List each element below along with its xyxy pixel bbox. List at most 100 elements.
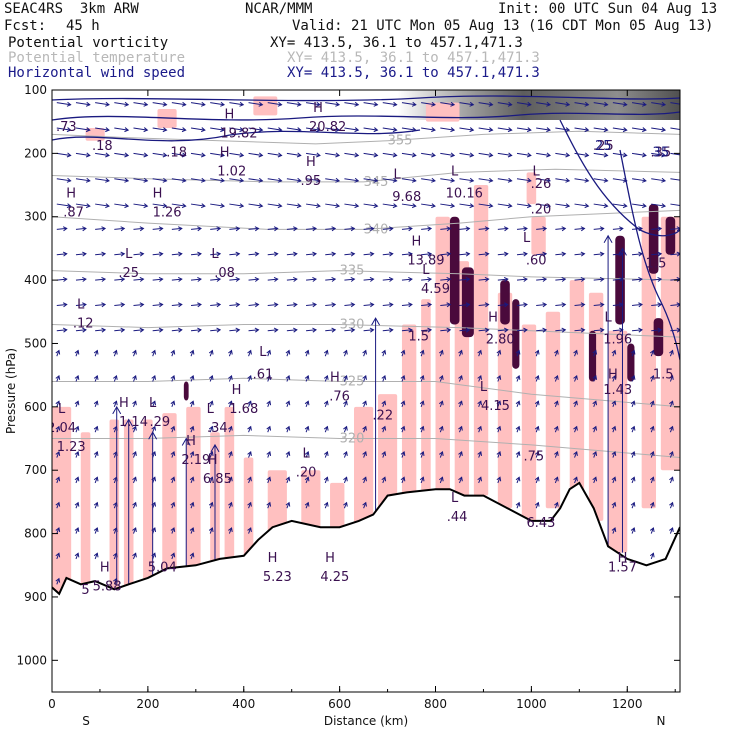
wind-arrow [382, 102, 397, 106]
wind-arrowhead [381, 400, 387, 406]
wind-arrowhead [503, 251, 509, 257]
wind-arrow [536, 127, 551, 131]
wind-arrowhead [113, 374, 118, 380]
wind-arrow [631, 401, 635, 408]
wind-arrowhead [369, 327, 375, 333]
wind-arrowhead [488, 177, 494, 183]
wind-arrow [75, 477, 79, 484]
wind-arrowhead [565, 127, 571, 133]
wind-arrow [114, 278, 125, 281]
wind-arrowhead [554, 349, 559, 355]
wind-arrow [305, 451, 309, 458]
wind-arrow [497, 127, 512, 131]
pv-extremum-label: 1.68 [229, 402, 258, 417]
pv-strong-region [449, 216, 460, 325]
wind-arrowhead [132, 425, 137, 431]
wind-arrow [420, 375, 424, 382]
wind-arrowhead [381, 476, 387, 482]
wind-arrowhead [304, 476, 310, 482]
wind-arrow [190, 152, 205, 156]
wind-arrow [439, 350, 443, 357]
wind-arrowhead [323, 476, 329, 482]
wind-arrow [75, 102, 90, 106]
wind-arrow [650, 553, 654, 560]
wind-arrow [152, 375, 156, 382]
wind-arrow [171, 253, 182, 256]
wind-arrow [286, 451, 290, 458]
wind-arrowhead [439, 425, 444, 431]
wind-arrowhead [266, 400, 272, 406]
wind-arrow [248, 102, 263, 106]
wind-arrow [401, 178, 416, 182]
wind-arrowhead [669, 501, 674, 507]
wind-arrowhead [676, 226, 680, 232]
wind-arrow [593, 350, 597, 357]
wind-arrow [478, 278, 489, 281]
pv-extremum-label: H [330, 370, 340, 385]
wind-arrowhead [534, 400, 540, 406]
wind-arrowhead [247, 527, 252, 533]
pv-extremum-label: .76 [329, 390, 350, 405]
wind-arrowhead [526, 203, 532, 209]
wind-arrow [612, 502, 616, 509]
field-theta-name: Potential temperature [8, 50, 186, 66]
y-tick-label: 100 [24, 83, 47, 97]
wind-arrow [56, 303, 67, 306]
wind-arrow [267, 227, 278, 230]
wind-arrow [478, 426, 482, 433]
wind-arrow [459, 451, 463, 458]
org-label: NCAR/MMM [245, 1, 313, 17]
wind-arrowhead [439, 349, 444, 355]
wind-arrowhead [580, 226, 586, 232]
wind-arrow [56, 426, 60, 433]
wind-arrow [228, 502, 233, 509]
wind-arrow [536, 152, 551, 156]
wind-arrowhead [247, 374, 252, 380]
wind-arrow [631, 152, 646, 156]
wind-arrowhead [546, 101, 551, 107]
wind-arrowhead [304, 501, 310, 507]
wind-arrow [267, 278, 278, 281]
wind-arrowhead [266, 501, 272, 507]
wind-arrow [210, 303, 221, 306]
wind-arrow [516, 227, 528, 230]
y-tick-label: 400 [24, 273, 47, 287]
wind-arrow [535, 477, 539, 484]
wind-arrow [478, 477, 482, 484]
wind-arrow [631, 502, 635, 509]
wind-arrow [133, 203, 148, 207]
wind-arrowhead [611, 527, 617, 533]
wind-arrow [248, 178, 263, 182]
wind-arrowhead [534, 476, 540, 482]
wind-arrowhead [151, 425, 157, 431]
wind-arrowhead [523, 251, 528, 257]
wind-arrow [650, 477, 654, 484]
wind-arrowhead [400, 400, 406, 406]
wind-arrowhead [113, 349, 118, 355]
wind-arrow [669, 502, 674, 509]
wind-arrowhead [189, 552, 195, 558]
wind-arrow [459, 303, 470, 306]
wind-arrowhead [573, 400, 578, 406]
wind-arrowhead [458, 374, 463, 380]
fcst-label: Fcst: [4, 18, 47, 34]
wind-arrowhead [477, 476, 483, 482]
pv-extremum-label: L [259, 345, 267, 360]
wind-arrow [190, 178, 205, 182]
wind-arrowhead [526, 101, 532, 107]
wind-arrowhead [381, 451, 387, 456]
wind-arrowhead [427, 251, 433, 257]
wind-arrow [421, 203, 436, 207]
wind-arrow [382, 329, 393, 332]
wind-arrow [325, 227, 336, 230]
wind-arrow [516, 152, 531, 156]
wind-arrowhead [132, 374, 137, 380]
wind-arrow [56, 451, 60, 458]
wind-arrow [459, 477, 463, 484]
wind-arrowhead [465, 226, 471, 232]
wind-arrowhead [496, 349, 502, 355]
pv-extremum-label: H [232, 383, 242, 398]
wind-arrow [554, 375, 558, 382]
wind-arrow [440, 329, 451, 332]
wind-arrow [190, 451, 194, 458]
